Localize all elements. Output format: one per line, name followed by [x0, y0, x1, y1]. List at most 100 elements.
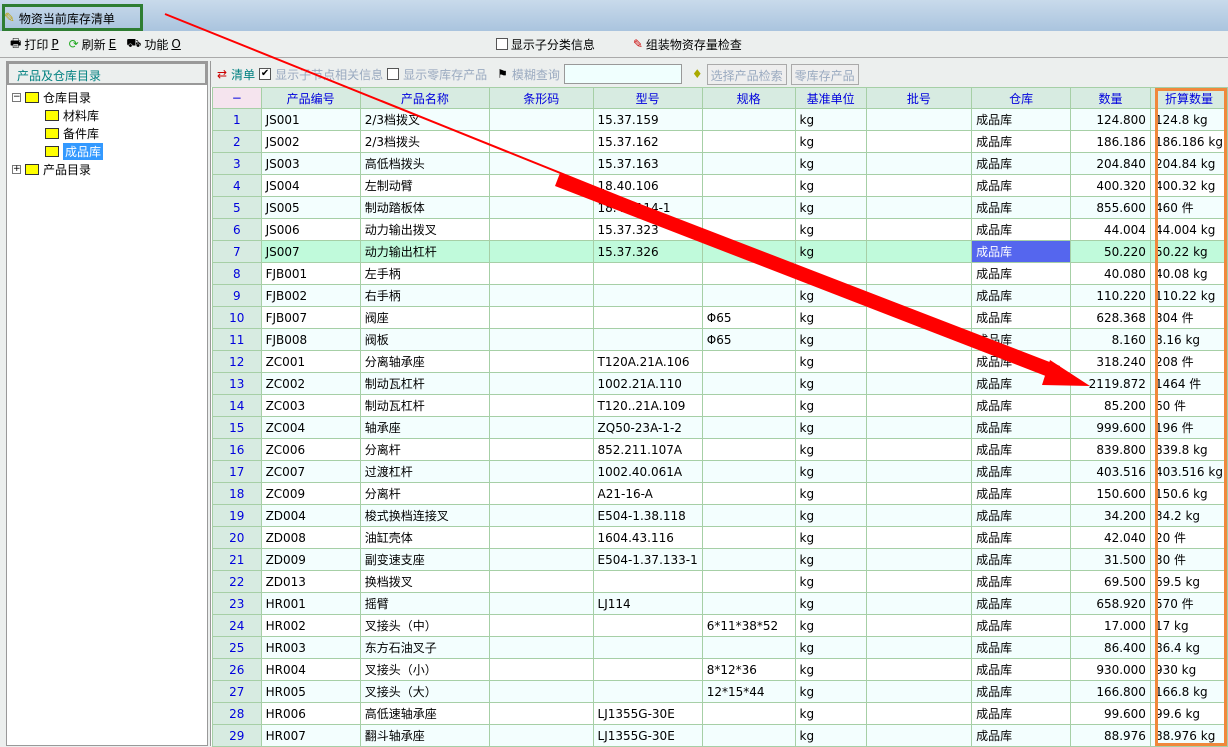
cell-10[interactable]: 40.08 kg — [1149, 262, 1228, 285]
cell-6[interactable]: kg — [794, 724, 867, 747]
cell-2[interactable]: 梭式换档连接叉 — [359, 504, 491, 527]
column-header[interactable]: 折算数量 — [1149, 87, 1228, 109]
cell-1[interactable]: HR003 — [260, 636, 361, 659]
cell-9[interactable]: 42.040 — [1070, 526, 1151, 549]
cell-9[interactable]: 31.500 — [1070, 548, 1151, 571]
cell-0[interactable]: 9 — [212, 284, 262, 307]
cell-6[interactable]: kg — [794, 592, 867, 615]
cell-2[interactable]: 左手柄 — [359, 262, 491, 285]
cell-9[interactable]: 400.320 — [1070, 174, 1151, 197]
cell-4[interactable]: 852.211.107A — [592, 438, 703, 461]
cell-8[interactable]: 成品库 — [971, 548, 1072, 571]
cell-6[interactable]: kg — [794, 460, 867, 483]
cell-0[interactable]: 6 — [212, 218, 262, 241]
cell-5[interactable] — [701, 196, 796, 219]
cell-0[interactable]: 7 — [212, 240, 262, 263]
cell-1[interactable]: FJB007 — [260, 306, 361, 329]
cell-8[interactable]: 成品库 — [971, 724, 1072, 747]
cell-1[interactable]: JS001 — [260, 108, 361, 131]
table-row[interactable]: 10 FJB007 阀座 Φ65 kg 成品库 628.368 304 件 — [212, 306, 1228, 329]
cell-6[interactable]: kg — [794, 658, 867, 681]
cell-5[interactable]: 12*15*44 — [701, 680, 796, 703]
cell-4[interactable] — [592, 636, 703, 659]
cell-3[interactable] — [489, 328, 594, 351]
cell-4[interactable]: E504-1.37.133-1 — [592, 548, 703, 571]
cell-4[interactable]: LJ114 — [592, 592, 703, 615]
tree-node-spares[interactable]: 备件库 — [45, 124, 99, 142]
cell-9[interactable]: 69.500 — [1070, 570, 1151, 593]
cell-7[interactable] — [865, 262, 973, 285]
cell-7[interactable] — [865, 152, 973, 175]
cell-4[interactable] — [592, 614, 703, 637]
cell-2[interactable]: 制动踏板体 — [359, 196, 491, 219]
column-header[interactable]: 条形码 — [489, 87, 594, 109]
cell-7[interactable] — [865, 702, 973, 725]
table-row[interactable]: 4 JS004 左制动臂 18.40.106 kg 成品库 400.320 400.32 kg — [212, 174, 1228, 197]
cell-7[interactable] — [865, 724, 973, 747]
cell-7[interactable] — [865, 438, 973, 461]
cell-5[interactable] — [701, 174, 796, 197]
cell-3[interactable] — [489, 504, 594, 527]
cell-1[interactable]: ZC009 — [260, 482, 361, 505]
cell-2[interactable]: 叉接头（中） — [359, 614, 491, 637]
cell-7[interactable] — [865, 658, 973, 681]
cell-0[interactable]: 29 — [212, 724, 262, 747]
table-row[interactable]: 26 HR004 叉接头（小） 8*12*36 kg 成品库 930.000 930 kg — [212, 658, 1228, 681]
cell-8[interactable]: 成品库 — [971, 504, 1072, 527]
table-row[interactable]: 27 HR005 叉接头（大） 12*15*44 kg 成品库 166.800 166.8 k… — [212, 680, 1228, 703]
cell-10[interactable]: 44.004 kg — [1149, 218, 1228, 241]
table-row[interactable]: 7 JS007 动力输出杠杆 15.37.326 kg 成品库 50.220 50.22 kg — [212, 240, 1228, 263]
table-row[interactable]: 18 ZC009 分离杆 A21-16-A kg 成品库 150.600 150.6 kg — [212, 482, 1228, 505]
cell-4[interactable]: 1002.40.061A — [592, 460, 703, 483]
cell-1[interactable]: HR005 — [260, 680, 361, 703]
column-header[interactable]: 仓库 — [971, 87, 1072, 109]
cell-1[interactable]: JS002 — [260, 130, 361, 153]
show-subcategory-checkbox[interactable]: 显示子分类信息 — [495, 36, 595, 53]
cell-7[interactable] — [865, 306, 973, 329]
cell-4[interactable]: A21-16-A — [592, 482, 703, 505]
cell-3[interactable] — [489, 592, 594, 615]
cell-6[interactable]: kg — [794, 416, 867, 439]
cell-4[interactable]: E504-1.38.118 — [592, 504, 703, 527]
cell-4[interactable]: 15.37.162 — [592, 130, 703, 153]
cell-8[interactable]: 成品库 — [971, 416, 1072, 439]
cell-10[interactable]: 839.8 kg — [1149, 438, 1228, 461]
cell-7[interactable] — [865, 350, 973, 373]
cell-8[interactable]: 成品库 — [971, 174, 1072, 197]
column-header[interactable]: 产品编号 — [260, 87, 361, 109]
cell-5[interactable] — [701, 372, 796, 395]
cell-1[interactable]: JS005 — [260, 196, 361, 219]
cell-3[interactable] — [489, 262, 594, 285]
cell-0[interactable]: 28 — [212, 702, 262, 725]
cell-3[interactable] — [489, 416, 594, 439]
cell-10[interactable]: 30 件 — [1149, 548, 1228, 571]
tree-node-warehouse[interactable]: − 仓库目录 — [12, 88, 91, 106]
cell-2[interactable]: 右手柄 — [359, 284, 491, 307]
cell-7[interactable] — [865, 394, 973, 417]
cell-10[interactable]: 186.186 kg — [1149, 130, 1228, 153]
cell-4[interactable] — [592, 306, 703, 329]
cell-2[interactable]: 叉接头（大） — [359, 680, 491, 703]
cell-6[interactable]: kg — [794, 570, 867, 593]
cell-5[interactable] — [701, 284, 796, 307]
cell-3[interactable] — [489, 680, 594, 703]
cell-7[interactable] — [865, 108, 973, 131]
cell-2[interactable]: 轴承座 — [359, 416, 491, 439]
cell-10[interactable]: 88.976 kg — [1149, 724, 1228, 747]
cell-6[interactable]: kg — [794, 636, 867, 659]
table-row[interactable]: 5 JS005 制动踏板体 18.40.114-1 kg 成品库 855.600 460 件 — [212, 196, 1228, 219]
table-row[interactable]: 13 ZC002 制动瓦杠杆 1002.21A.110 kg 成品库 2119.872 146… — [212, 372, 1228, 395]
cell-8[interactable]: 成品库 — [971, 130, 1072, 153]
table-row[interactable]: 21 ZD009 副变速支座 E504-1.37.133-1 kg 成品库 31.500 30… — [212, 548, 1228, 571]
cell-10[interactable]: 150.6 kg — [1149, 482, 1228, 505]
cell-2[interactable]: 副变速支座 — [359, 548, 491, 571]
cell-0[interactable]: 22 — [212, 570, 262, 593]
cell-1[interactable]: JS003 — [260, 152, 361, 175]
table-row[interactable]: 23 HR001 摇臂 LJ114 kg 成品库 658.920 570 件 — [212, 592, 1228, 615]
cell-0[interactable]: 5 — [212, 196, 262, 219]
cell-6[interactable]: kg — [794, 108, 867, 131]
table-row[interactable]: 14 ZC003 制动瓦杠杆 T120..21A.109 kg 成品库 85.200 60 件 — [212, 394, 1228, 417]
cell-7[interactable] — [865, 570, 973, 593]
cell-2[interactable]: 油缸壳体 — [359, 526, 491, 549]
cell-1[interactable]: ZD013 — [260, 570, 361, 593]
